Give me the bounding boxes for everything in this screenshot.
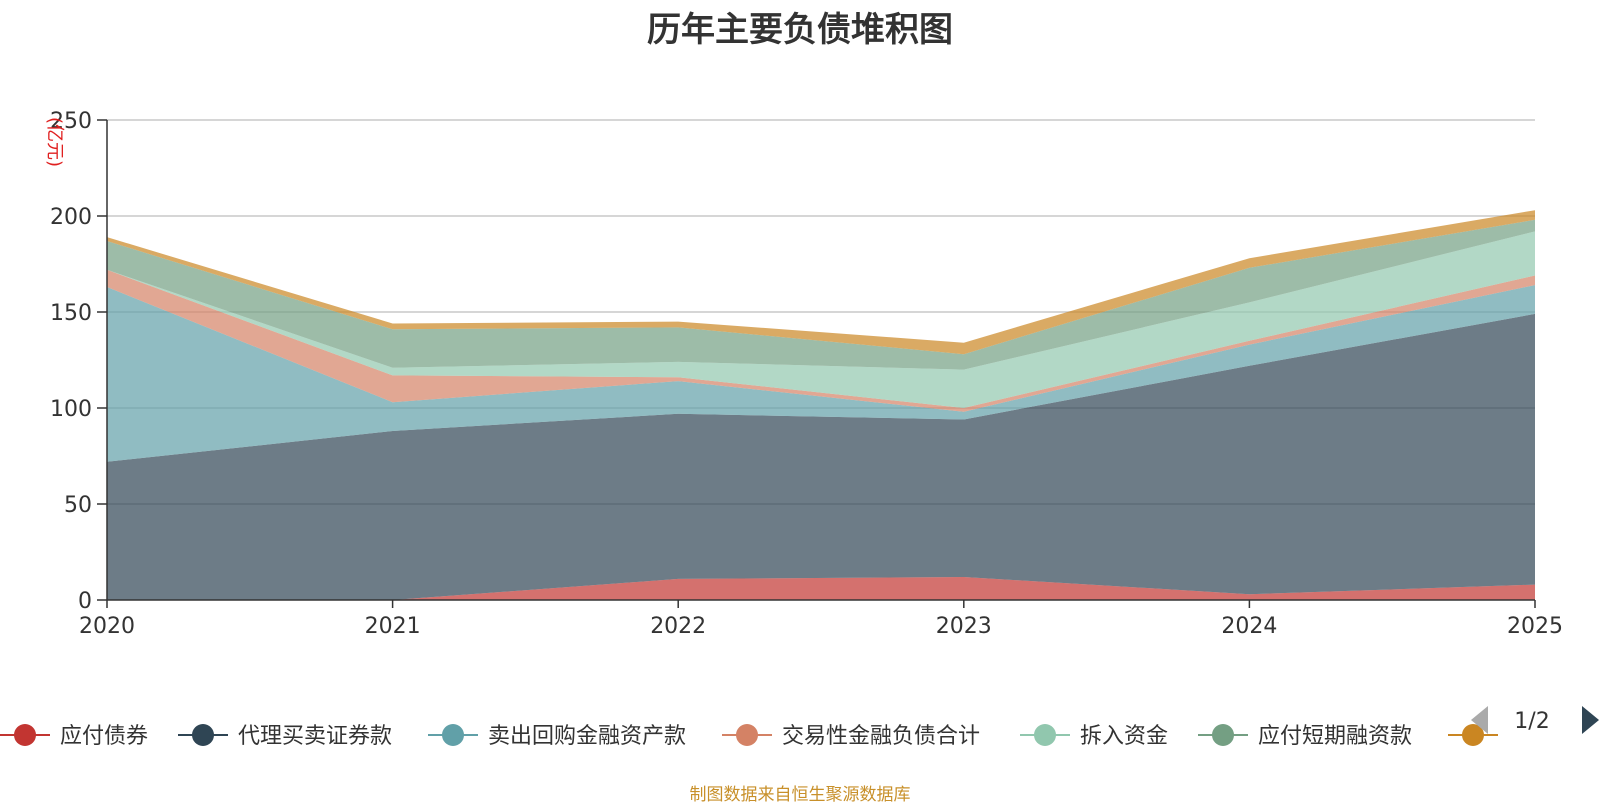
legend-swatch-dot — [192, 724, 214, 746]
legend-label: 应付债券 — [60, 724, 148, 749]
legend-item-3[interactable]: 交易性金融负债合计 — [722, 724, 980, 749]
area-series-4[interactable] — [107, 231, 1535, 408]
x-axis-ticks: 2020 2021 2022 2023 2024 2025 — [79, 600, 1563, 639]
legend-next-icon[interactable] — [1582, 706, 1599, 734]
x-tick-label: 2021 — [365, 614, 421, 639]
legend-label: 拆入资金 — [1080, 724, 1168, 749]
area-series-1[interactable] — [107, 313, 1535, 600]
legend-swatch-dot — [1212, 724, 1234, 746]
x-tick-label: 2020 — [79, 614, 135, 639]
area-series-3[interactable] — [107, 269, 1535, 412]
legend-label: 代理买卖证券款 — [238, 724, 392, 749]
legend-item-2[interactable]: 卖出回购金融资产款 — [428, 724, 686, 749]
legend-swatch-dot — [1034, 724, 1056, 746]
x-tick-label: 2024 — [1221, 614, 1277, 639]
legend-item-0[interactable]: 应付债券 — [0, 724, 148, 749]
legend-item-1[interactable]: 代理买卖证券款 — [178, 724, 392, 749]
legend-item-4[interactable]: 拆入资金 — [1020, 724, 1168, 749]
x-tick-label: 2025 — [1507, 614, 1563, 639]
y-tick-label: 50 — [64, 493, 92, 518]
y-tick-label: 100 — [50, 397, 92, 422]
legend-swatch-dot — [736, 724, 758, 746]
legend-item-6[interactable] — [1448, 724, 1498, 746]
y-tick-label: 200 — [50, 205, 92, 230]
area-series — [107, 210, 1535, 600]
legend: 应付债券 代理买卖证券款 卖出回购金融资产款 交易性金融负债合计 拆入资金 应付短期融资款 — [0, 724, 1498, 749]
legend-swatch-dot — [14, 724, 36, 746]
area-series-2[interactable] — [107, 285, 1535, 462]
chart-title: 历年主要负债堆积图 — [647, 10, 953, 50]
y-tick-label: 250 — [50, 109, 92, 134]
y-axis-unit: (亿元) — [44, 117, 65, 167]
legend-label: 应付短期融资款 — [1258, 724, 1412, 749]
legend-prev-icon[interactable] — [1471, 706, 1488, 734]
area-series-0[interactable] — [107, 577, 1535, 600]
y-tick-label: 150 — [50, 301, 92, 326]
legend-label: 卖出回购金融资产款 — [488, 724, 686, 749]
x-tick-label: 2022 — [650, 614, 706, 639]
legend-swatch-dot — [1462, 724, 1484, 746]
x-tick-label: 2023 — [936, 614, 992, 639]
legend-label: 交易性金融负债合计 — [782, 724, 980, 749]
legend-pager: 1/2 — [1471, 706, 1599, 734]
data-source-note: 制图数据来自恒生聚源数据库 — [689, 785, 911, 805]
legend-page-indicator: 1/2 — [1514, 709, 1549, 734]
legend-swatch-dot — [442, 724, 464, 746]
y-tick-label: 0 — [78, 589, 92, 614]
area-series-5[interactable] — [107, 219, 1535, 370]
legend-item-5[interactable]: 应付短期融资款 — [1198, 724, 1412, 749]
y-axis-ticks: 0 50 100 150 200 250 — [50, 109, 107, 614]
axes — [106, 120, 1535, 601]
